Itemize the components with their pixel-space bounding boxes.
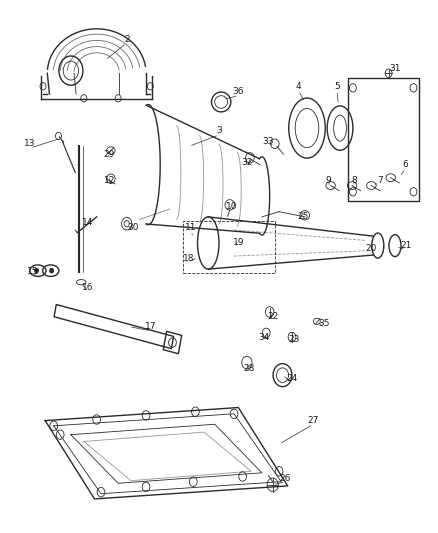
Text: 32: 32 [241, 158, 253, 166]
Text: 27: 27 [308, 416, 319, 425]
Text: 5: 5 [334, 82, 340, 91]
Text: 13: 13 [25, 139, 36, 148]
Text: 17: 17 [145, 322, 156, 331]
Text: 19: 19 [233, 238, 244, 247]
Text: 23: 23 [289, 335, 300, 344]
Text: 9: 9 [325, 176, 331, 185]
Text: 21: 21 [400, 241, 411, 250]
Text: 25: 25 [297, 212, 308, 221]
Text: 12: 12 [104, 176, 115, 185]
Text: 30: 30 [127, 223, 139, 232]
Circle shape [50, 269, 53, 273]
Text: 6: 6 [403, 160, 409, 169]
Text: 16: 16 [82, 283, 94, 292]
Text: 3: 3 [216, 126, 222, 135]
Text: 10: 10 [226, 202, 238, 211]
Text: 22: 22 [267, 312, 278, 321]
Text: 7: 7 [377, 176, 383, 185]
Text: 31: 31 [389, 63, 401, 72]
Text: 29: 29 [104, 150, 115, 159]
Text: 28: 28 [244, 364, 255, 373]
Circle shape [35, 269, 38, 273]
Bar [163, 332, 182, 354]
Text: 11: 11 [185, 223, 197, 232]
Text: 20: 20 [366, 244, 377, 253]
Text: 35: 35 [318, 319, 330, 328]
Text: 24: 24 [286, 374, 297, 383]
Text: 26: 26 [280, 473, 291, 482]
Text: 14: 14 [82, 217, 94, 227]
Text: 34: 34 [258, 333, 270, 342]
Text: 4: 4 [296, 82, 301, 91]
Text: 33: 33 [263, 136, 274, 146]
Text: 8: 8 [351, 176, 357, 185]
Text: 15: 15 [27, 267, 38, 276]
Text: 36: 36 [233, 87, 244, 96]
Text: 2: 2 [124, 35, 130, 44]
Text: 18: 18 [183, 254, 195, 263]
